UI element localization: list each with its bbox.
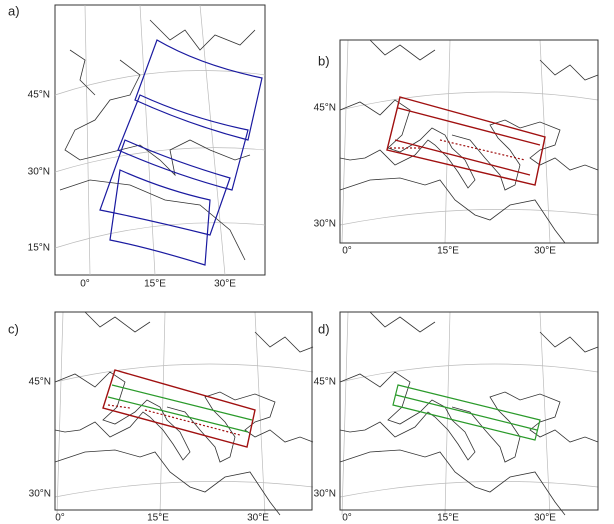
lon-label: 30°E	[247, 513, 269, 524]
swath-outline	[102, 369, 256, 448]
panel-label: d)	[318, 321, 330, 336]
lat-label: 30°N	[29, 489, 51, 500]
swath-inner	[390, 139, 526, 161]
swath-outline	[386, 96, 546, 186]
lat-label: 45°N	[28, 90, 50, 101]
lon-label: 0°	[342, 246, 352, 257]
map-frame	[54, 311, 313, 511]
lon-label: 0°	[55, 513, 65, 524]
panel-a: a) 45°N 30°N 15°N 0° 15°E 30°E	[8, 3, 266, 290]
lon-label: 0°	[342, 513, 352, 524]
panel-label: a)	[8, 3, 20, 18]
lat-label: 30°N	[314, 219, 336, 230]
swath-outline	[99, 39, 263, 266]
lon-label: 0°	[80, 279, 90, 290]
lon-label: 15°E	[437, 513, 459, 524]
lon-label: 15°E	[144, 279, 166, 290]
lon-label: 15°E	[147, 513, 169, 524]
map-frame	[339, 39, 599, 244]
coastline	[59, 19, 256, 261]
panel-c: c) 45°N 30°N 0° 15°E 30°E	[8, 311, 314, 524]
swath-inner	[107, 404, 241, 436]
graticule	[54, 4, 266, 276]
map-frame	[339, 311, 599, 511]
panel-b: b) 45°N 30°N 0° 15°E 30°E	[314, 39, 599, 257]
lat-label: 30°N	[28, 167, 50, 178]
lon-label: 30°E	[214, 279, 236, 290]
lon-label: 30°E	[534, 513, 556, 524]
lat-label: 30°N	[314, 489, 336, 500]
base-map	[339, 39, 599, 244]
map-frame	[54, 4, 266, 276]
panel-label: b)	[318, 53, 330, 68]
base-map	[54, 311, 314, 516]
lat-label: 15°N	[28, 243, 50, 254]
lat-label: 45°N	[29, 377, 51, 388]
panel-d: d) 45°N 30°N 0° 15°E 30°E	[314, 311, 599, 524]
swath-inner	[107, 384, 253, 433]
lat-label: 45°N	[314, 377, 336, 388]
panel-label: c)	[8, 321, 19, 336]
swath-outline	[392, 384, 541, 441]
lon-label: 30°E	[534, 246, 556, 257]
lon-label: 15°E	[437, 246, 459, 257]
lat-label: 45°N	[314, 103, 336, 114]
